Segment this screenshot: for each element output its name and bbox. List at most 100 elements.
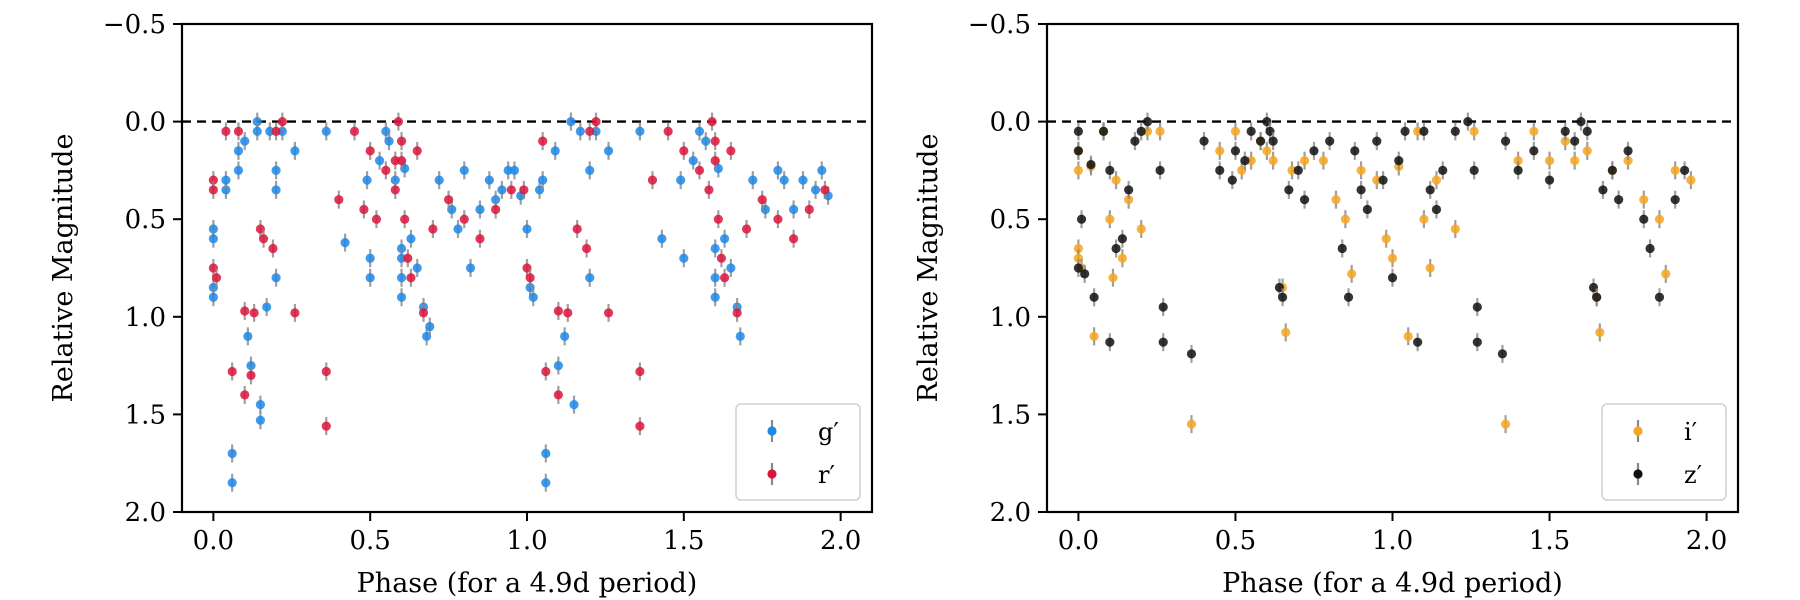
data-point: [506, 185, 516, 195]
data-point: [459, 165, 469, 175]
data-point: [227, 478, 237, 488]
data-point: [779, 175, 789, 185]
data-point: [1413, 337, 1423, 347]
data-point: [1356, 185, 1366, 195]
y-tick-label: 0.5: [990, 205, 1031, 235]
data-point: [1343, 292, 1354, 302]
data-point: [262, 302, 272, 312]
legend-frame: [1601, 403, 1727, 501]
data-point: [732, 308, 742, 318]
data-point: [525, 273, 535, 283]
data-point: [1158, 302, 1168, 312]
data-point: [1400, 126, 1410, 136]
data-point: [1340, 214, 1350, 224]
y-tick-label: 2.0: [125, 498, 166, 528]
data-point: [249, 308, 259, 318]
data-point: [321, 366, 331, 377]
data-point: [735, 331, 745, 341]
data-point: [271, 185, 281, 195]
legend-marker: [1633, 469, 1643, 479]
data-point: [710, 136, 720, 146]
data-point: [233, 165, 244, 175]
x-tick-label: 0.0: [1058, 526, 1099, 556]
data-point: [719, 273, 730, 283]
x-tick-label: 1.5: [1529, 526, 1570, 556]
data-point: [585, 273, 595, 283]
data-point: [1654, 214, 1665, 224]
data-point: [663, 126, 673, 136]
data-point: [553, 306, 563, 316]
data-point: [773, 214, 783, 224]
data-point: [321, 421, 331, 431]
series-second: [208, 112, 830, 436]
data-point: [1086, 159, 1096, 170]
data-point: [1623, 146, 1633, 156]
data-point: [1419, 214, 1429, 224]
data-point: [550, 146, 560, 156]
data-point: [1576, 117, 1586, 127]
data-point: [243, 331, 253, 341]
series-first: [1073, 122, 1696, 434]
data-point: [1230, 146, 1241, 156]
data-point: [1246, 126, 1256, 136]
data-point: [1105, 214, 1115, 224]
data-point: [591, 117, 601, 127]
data-point: [1592, 292, 1602, 302]
data-point: [603, 308, 614, 318]
right-panel-i-z: 0.0 0.5 1.0 1.5 2.0 −0.5 0.0 0.5 1.0 1.5 2.0 Phase …: [913, 10, 1740, 599]
data-point: [475, 204, 485, 215]
data-point: [252, 117, 262, 127]
data-point: [211, 273, 222, 283]
data-point: [371, 214, 382, 224]
data-point: [566, 117, 576, 127]
data-point: [569, 400, 579, 410]
data-point: [1124, 195, 1134, 205]
data-point: [710, 273, 720, 283]
data-point: [719, 234, 730, 244]
data-point: [1425, 185, 1435, 195]
data-point: [246, 370, 256, 380]
data-point: [334, 195, 344, 205]
data-point: [1670, 165, 1680, 175]
data-point: [1111, 175, 1121, 185]
data-point: [1105, 165, 1115, 175]
data-point: [560, 331, 570, 341]
data-point: [396, 243, 407, 254]
data-point: [1639, 195, 1649, 205]
data-point: [541, 478, 551, 488]
data-point: [1105, 337, 1115, 347]
y-axis-title: Relative Magnitude: [913, 134, 944, 403]
legend-label: i′: [1684, 418, 1697, 446]
data-point: [1155, 126, 1165, 136]
data-point: [1293, 165, 1303, 175]
data-point: [396, 273, 407, 283]
data-point: [396, 292, 407, 302]
legend-label: r′: [818, 461, 835, 489]
data-point: [1463, 117, 1473, 127]
data-point: [221, 126, 231, 136]
data-point: [384, 136, 394, 146]
data-point: [1337, 243, 1347, 254]
x-tick-label: 1.5: [663, 526, 704, 556]
y-tick-label: 1.5: [990, 400, 1031, 430]
data-point: [1595, 327, 1605, 338]
data-point: [679, 253, 689, 263]
data-point: [390, 175, 400, 185]
data-point: [227, 448, 237, 459]
data-point: [1117, 253, 1127, 263]
data-point: [657, 234, 667, 244]
data-point: [1378, 175, 1388, 185]
data-point: [1098, 126, 1109, 136]
data-point: [1372, 136, 1382, 146]
data-point: [1124, 185, 1134, 195]
data-point: [255, 415, 266, 425]
data-point: [1686, 175, 1696, 185]
data-point: [1645, 243, 1655, 254]
data-point: [710, 156, 720, 166]
data-point: [804, 204, 814, 215]
data-point: [1469, 165, 1479, 175]
data-point: [1469, 126, 1479, 136]
data-point: [1199, 136, 1209, 146]
data-point: [497, 185, 507, 195]
data-point: [541, 448, 551, 459]
